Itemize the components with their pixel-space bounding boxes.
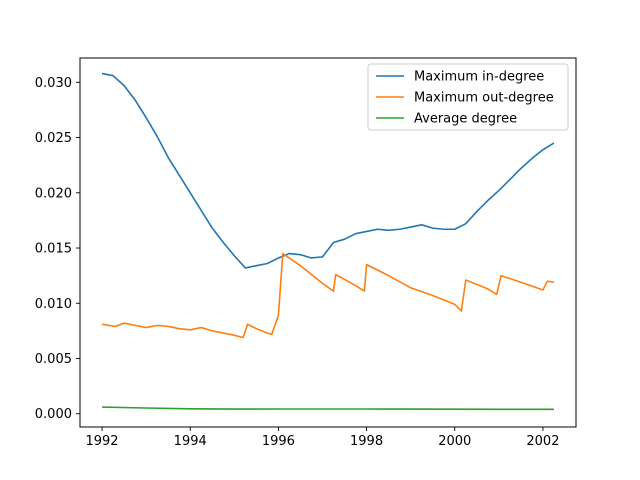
y-tick-label: 0.010 <box>35 297 72 312</box>
x-tick-label: 1996 <box>262 434 295 449</box>
legend: Maximum in-degree Maximum out-degree Avera… <box>367 63 569 131</box>
y-tick-label: 0.005 <box>35 352 72 367</box>
series-line-0 <box>101 72 555 269</box>
y-tick-label: 0.015 <box>35 242 72 257</box>
y-tick-label: 0.025 <box>35 131 72 146</box>
x-tick-label: 1994 <box>174 434 207 449</box>
x-tick-label: 2002 <box>526 434 559 449</box>
legend-box <box>367 63 569 131</box>
x-tick-label: 1992 <box>85 434 118 449</box>
legend-label: Maximum out-degree <box>414 91 554 106</box>
series-line-1 <box>101 252 555 339</box>
x-axis: 1992 1994 1996 1998 2000 2002 <box>85 427 559 449</box>
y-tick-label: 0.000 <box>35 407 72 422</box>
x-tick-label: 2000 <box>438 434 471 449</box>
legend-label: Average degree <box>414 112 517 127</box>
legend-label: Maximum in-degree <box>414 70 544 85</box>
y-axis: 0.000 0.005 0.010 0.015 0.020 0.025 0.030 <box>35 76 80 422</box>
plot-frame <box>79 57 577 428</box>
y-tick-label: 0.020 <box>35 186 72 201</box>
y-tick-label: 0.030 <box>35 76 72 91</box>
x-tick-label: 1998 <box>350 434 383 449</box>
series-lines <box>101 72 555 411</box>
series-line-2 <box>102 406 554 411</box>
